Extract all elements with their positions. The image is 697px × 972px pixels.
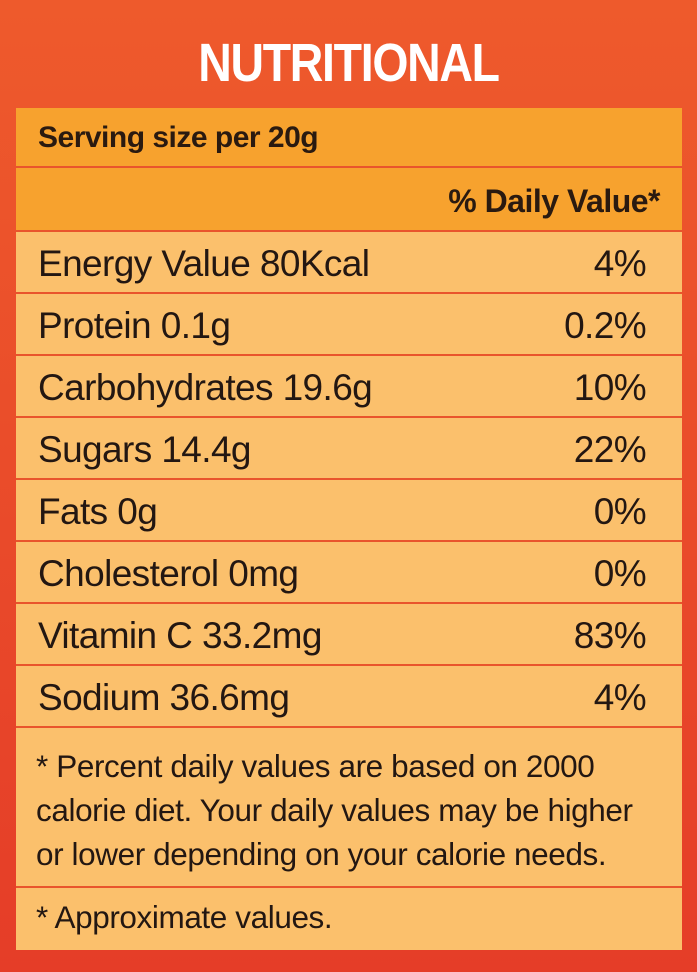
nutrient-row: Carbohydrates 19.6g 10% [16, 356, 682, 418]
nutrition-panel: Serving size per 20g % Daily Value* Ener… [16, 108, 682, 950]
serving-size-text: Serving size per 20g [38, 121, 319, 154]
daily-value-header: % Daily Value* [448, 183, 660, 219]
nutrient-daily-value: 0.2% [564, 305, 647, 346]
nutrient-daily-value: 83% [573, 615, 647, 656]
nutrient-name: Cholesterol 0mg [38, 553, 299, 594]
approx-row: * Approximate values. [16, 888, 682, 950]
nutrient-name: Carbohydrates 19.6g [38, 367, 373, 408]
nutrient-name: Sodium 36.6mg [38, 677, 290, 718]
nutrient-name: Vitamin C 33.2mg [38, 615, 322, 656]
nutrient-row: Energy Value 80Kcal 4% [16, 232, 682, 294]
daily-value-footnote: * Percent daily values are based on 2000… [36, 748, 633, 872]
footnote-row: * Percent daily values are based on 2000… [16, 728, 682, 888]
label-title: NUTRITIONAL INFORMATION [193, 33, 504, 179]
nutrient-row: Cholesterol 0mg 0% [16, 542, 682, 604]
nutrient-name: Protein 0.1g [38, 305, 231, 346]
nutrient-daily-value: 4% [593, 677, 647, 718]
nutrient-daily-value: 0% [593, 553, 647, 594]
daily-value-header-row: % Daily Value* [16, 168, 682, 232]
nutrient-name: Fats 0g [38, 491, 158, 532]
approximate-values-note: * Approximate values. [36, 899, 333, 935]
nutrient-daily-value: 10% [573, 367, 647, 408]
nutrient-row: Vitamin C 33.2mg 83% [16, 604, 682, 666]
nutrient-row: Fats 0g 0% [16, 480, 682, 542]
nutrient-daily-value: 0% [593, 491, 647, 532]
nutrient-name: Energy Value 80Kcal [38, 243, 370, 284]
nutrient-daily-value: 4% [593, 243, 647, 284]
serving-size-row: Serving size per 20g [16, 108, 682, 168]
nutrient-row: Sodium 36.6mg 4% [16, 666, 682, 728]
nutrient-daily-value: 22% [573, 429, 647, 470]
nutrient-name: Sugars 14.4g [38, 429, 252, 470]
nutrient-row: Protein 0.1g 0.2% [16, 294, 682, 356]
nutrient-row: Sugars 14.4g 22% [16, 418, 682, 480]
